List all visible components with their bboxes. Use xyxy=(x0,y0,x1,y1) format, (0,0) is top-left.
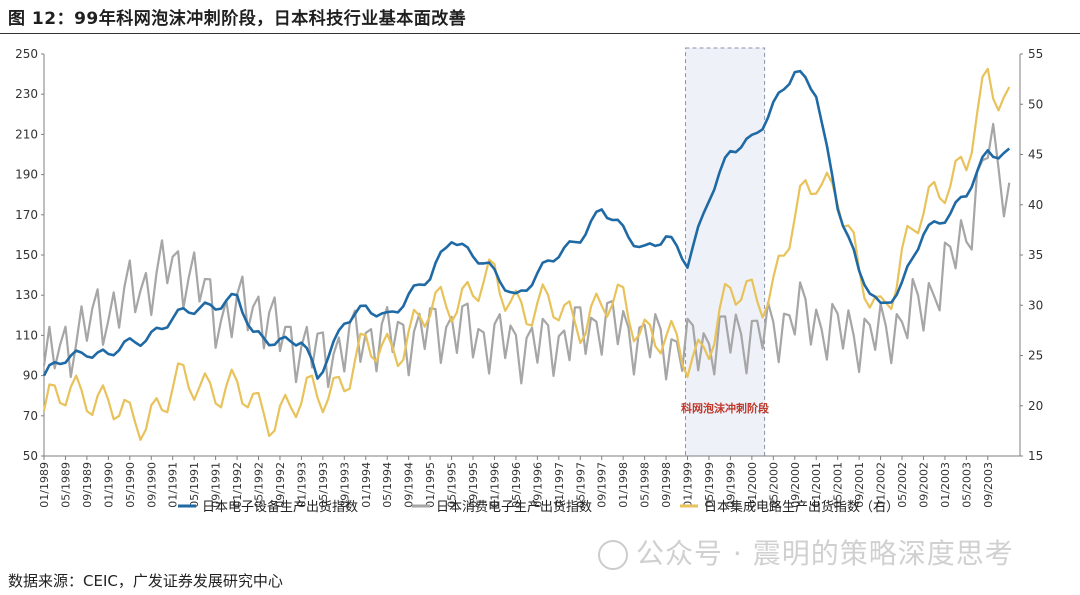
shaded-region xyxy=(685,47,766,457)
x-tick-label: 01/1996 xyxy=(488,462,501,508)
x-tick-label: 09/1989 xyxy=(81,462,94,508)
x-tick-label: 05/1989 xyxy=(59,462,72,508)
y-tick-label: 130 xyxy=(15,288,38,302)
x-tick-label: 09/1994 xyxy=(403,462,416,508)
title-rule xyxy=(0,33,1080,34)
y2-tick-label: 25 xyxy=(1028,349,1043,363)
x-tick-label: 01/2003 xyxy=(939,462,952,508)
x-tick-label: 05/2003 xyxy=(960,462,973,508)
series-line xyxy=(42,122,1011,389)
x-tick-label: 05/2000 xyxy=(767,462,780,508)
x-tick-label: 01/2001 xyxy=(810,462,823,508)
x-tick-label: 05/1998 xyxy=(639,462,652,508)
y2-tick-label: 45 xyxy=(1028,148,1043,162)
y-tick-label: 230 xyxy=(15,87,38,101)
x-tick-label: 09/2001 xyxy=(853,462,866,508)
x-tick-label: 05/1995 xyxy=(446,462,459,508)
shaded-region-label: 科网泡沫冲刺阶段 xyxy=(681,401,769,415)
x-tick-label: 05/2002 xyxy=(896,462,909,508)
watermark: 公众号 · 震明的策略深度思考 xyxy=(598,532,1014,572)
x-tick-label: 01/2000 xyxy=(746,462,759,508)
x-tick-label: 05/1994 xyxy=(381,462,394,508)
x-tick-label: 01/1989 xyxy=(38,462,51,508)
x-tick-label: 05/1996 xyxy=(510,462,523,508)
y2-tick-label: 30 xyxy=(1028,298,1043,312)
y2-tick-label: 15 xyxy=(1028,449,1043,463)
figure-title: 图 12：99年科网泡沫冲刺阶段，日本科技行业基本面改善 xyxy=(8,9,467,29)
x-tick-label: 05/1990 xyxy=(124,462,137,508)
legend-label: 日本电子设备生产出货指数 xyxy=(202,499,358,515)
x-tick-label: 09/1991 xyxy=(210,462,223,508)
x-tick-label: 05/1991 xyxy=(188,462,201,508)
x-tick-label: 09/1999 xyxy=(724,462,737,508)
legend-label: 日本消费电子生产出货指数 xyxy=(436,499,592,515)
x-tick-label: 05/1997 xyxy=(574,462,587,508)
x-tick-label: 01/1993 xyxy=(295,462,308,508)
y2-tick-label: 50 xyxy=(1028,97,1043,111)
x-tick-label: 05/1999 xyxy=(703,462,716,508)
legend-label: 日本集成电路生产出货指数（右） xyxy=(704,499,899,515)
x-tick-label: 09/1990 xyxy=(145,462,158,508)
x-tick-label: 09/1993 xyxy=(338,462,351,508)
x-tick-label: 09/1998 xyxy=(660,462,673,508)
x-tick-label: 01/1990 xyxy=(102,462,115,508)
x-tick-label: 09/2000 xyxy=(789,462,802,508)
x-tick-label: 01/1994 xyxy=(360,462,373,508)
watermark-text: 公众号 · 震明的策略深度思考 xyxy=(636,537,1014,570)
x-tick-label: 01/1992 xyxy=(231,462,244,508)
x-tick-label: 05/2001 xyxy=(832,462,845,508)
x-tick-label: 09/2003 xyxy=(982,462,995,508)
x-tick-label: 01/1995 xyxy=(424,462,437,508)
y-tick-label: 70 xyxy=(23,409,38,423)
series-line xyxy=(42,67,1011,441)
x-tick-label: 01/1997 xyxy=(553,462,566,508)
y-tick-label: 110 xyxy=(15,328,38,342)
y-tick-label: 50 xyxy=(23,449,38,463)
y2-tick-label: 20 xyxy=(1028,399,1043,413)
x-tick-label: 01/1998 xyxy=(617,462,630,508)
x-tick-label: 09/2002 xyxy=(917,462,930,508)
y2-tick-label: 35 xyxy=(1028,248,1043,262)
x-tick-label: 01/2002 xyxy=(875,462,888,508)
x-tick-label: 01/1999 xyxy=(682,462,695,508)
y-tick-label: 210 xyxy=(15,127,38,141)
y-tick-label: 250 xyxy=(15,47,38,61)
x-tick-label: 09/1996 xyxy=(531,462,544,508)
x-tick-label: 09/1992 xyxy=(274,462,287,508)
x-tick-label: 01/1991 xyxy=(167,462,180,508)
y-tick-label: 90 xyxy=(23,369,38,383)
series-line xyxy=(42,69,1011,380)
line-chart: 科网泡沫冲刺阶段 50 70 90 110 130 150 170 190 210 230 250 15… xyxy=(15,47,1043,515)
y-tick-label: 190 xyxy=(15,168,38,182)
x-tick-label: 09/1997 xyxy=(596,462,609,508)
y2-tick-label: 55 xyxy=(1028,47,1043,61)
y-tick-label: 150 xyxy=(15,248,38,262)
x-tick-label: 05/1992 xyxy=(253,462,266,508)
source-note: 数据来源：CEIC，广发证券发展研究中心 xyxy=(8,572,283,590)
wechat-icon xyxy=(598,540,628,570)
y-tick-label: 170 xyxy=(15,208,38,222)
y2-tick-label: 40 xyxy=(1028,198,1043,212)
x-tick-label: 09/1995 xyxy=(467,462,480,508)
x-tick-label: 05/1993 xyxy=(317,462,330,508)
